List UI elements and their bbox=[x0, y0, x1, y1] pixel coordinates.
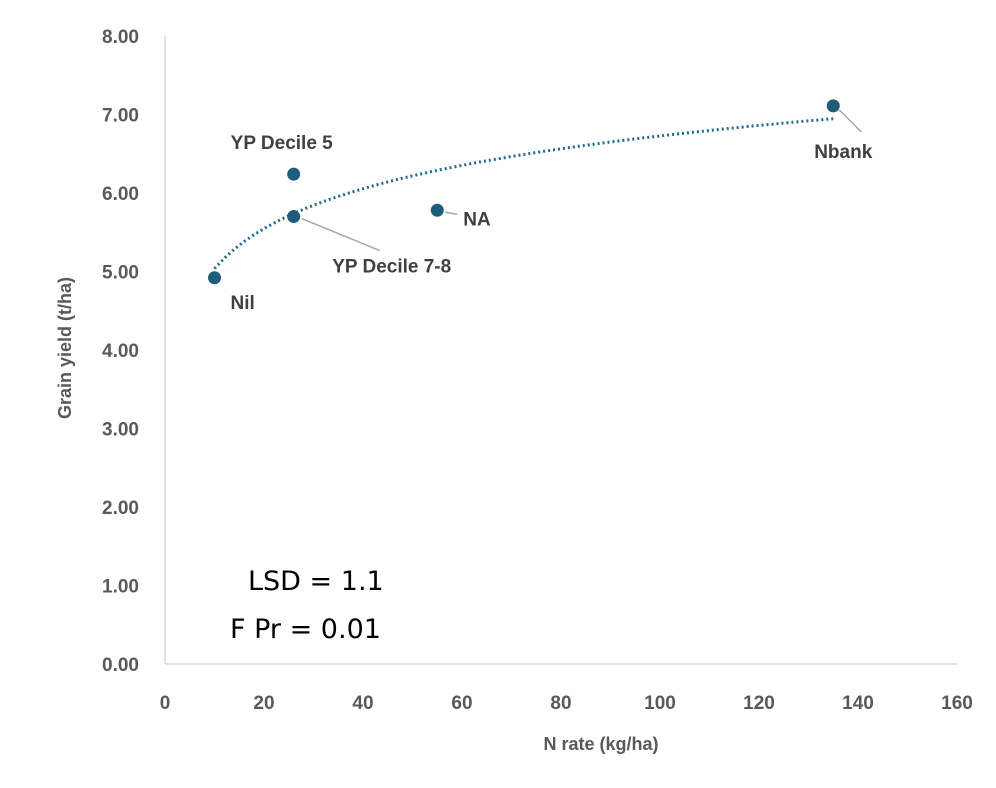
lsd-annotation: LSD = 1.1 bbox=[248, 566, 384, 597]
leader-line bbox=[838, 109, 862, 133]
data-point-label: Nbank bbox=[814, 142, 873, 163]
y-tick-label: 2.00 bbox=[102, 498, 139, 519]
label-leader-lines bbox=[301, 109, 862, 252]
x-tick-label: 20 bbox=[253, 693, 274, 714]
y-tick-label: 3.00 bbox=[102, 420, 139, 441]
x-tick-label: 160 bbox=[941, 693, 973, 714]
y-tick-labels: 0.00 1.00 2.00 3.00 4.00 5.00 6.00 7.00 8.00 bbox=[102, 27, 139, 676]
data-point bbox=[287, 210, 301, 224]
fpr-annotation: F Pr = 0.01 bbox=[230, 614, 381, 645]
y-tick-label: 1.00 bbox=[102, 577, 139, 598]
y-tick-label: 8.00 bbox=[102, 27, 139, 48]
trendline bbox=[213, 117, 834, 270]
axes bbox=[164, 36, 957, 665]
leader-line bbox=[445, 211, 458, 216]
x-tick-label: 100 bbox=[644, 693, 676, 714]
data-points bbox=[208, 99, 840, 285]
data-point bbox=[208, 271, 221, 285]
x-tick-label: 140 bbox=[842, 693, 874, 714]
y-tick-label: 4.00 bbox=[102, 341, 139, 362]
x-tick-label: 120 bbox=[743, 693, 775, 714]
y-tick-label: 6.00 bbox=[102, 184, 139, 205]
data-point-labels: Nil YP Decile 5 YP Decile 7-8 NA Nbank bbox=[231, 133, 873, 314]
x-tick-labels: 0 20 40 60 80 100 120 140 160 bbox=[160, 693, 973, 714]
x-tick-label: 60 bbox=[451, 693, 472, 714]
y-tick-label: 5.00 bbox=[102, 263, 139, 284]
x-axis-title: N rate (kg/ha) bbox=[543, 734, 658, 754]
data-point-label: YP Decile 5 bbox=[231, 133, 334, 154]
data-point bbox=[826, 99, 840, 113]
data-point bbox=[287, 167, 301, 181]
data-point bbox=[430, 203, 444, 217]
data-point-label: YP Decile 7-8 bbox=[332, 257, 451, 278]
y-axis-title: Grain yield (t/ha) bbox=[55, 277, 75, 419]
leader-line bbox=[301, 217, 380, 252]
x-tick-label: 0 bbox=[160, 693, 171, 714]
y-tick-label: 0.00 bbox=[102, 655, 139, 676]
y-tick-label: 7.00 bbox=[102, 106, 139, 127]
data-point-label: NA bbox=[463, 209, 491, 230]
x-tick-label: 40 bbox=[352, 693, 373, 714]
data-point-label: Nil bbox=[231, 293, 255, 314]
x-tick-label: 80 bbox=[550, 693, 571, 714]
